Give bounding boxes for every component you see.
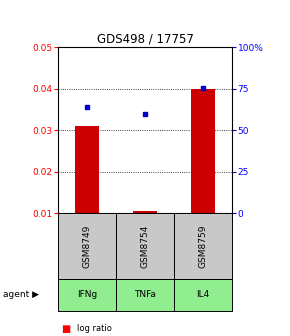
Text: GSM8759: GSM8759 xyxy=(198,224,208,268)
Text: IL4: IL4 xyxy=(196,290,210,299)
Text: ■: ■ xyxy=(61,324,70,334)
Text: agent ▶: agent ▶ xyxy=(3,290,39,299)
Title: GDS498 / 17757: GDS498 / 17757 xyxy=(97,33,193,46)
Text: log ratio: log ratio xyxy=(77,324,112,333)
Text: IFNg: IFNg xyxy=(77,290,97,299)
Text: TNFa: TNFa xyxy=(134,290,156,299)
Bar xyxy=(75,126,99,213)
Text: GSM8754: GSM8754 xyxy=(140,224,150,268)
Bar xyxy=(191,89,215,213)
Text: GSM8749: GSM8749 xyxy=(82,224,92,268)
Bar xyxy=(133,211,157,213)
